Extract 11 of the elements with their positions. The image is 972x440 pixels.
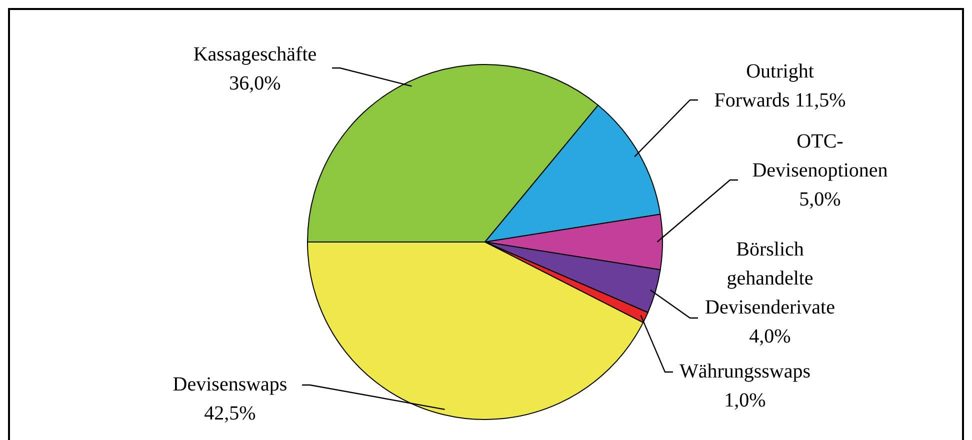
slice-label: Outright Forwards 11,5% xyxy=(714,60,846,112)
data-label: 1,0% xyxy=(724,389,766,412)
slice-label: Währungsswaps xyxy=(679,360,811,382)
data-label: 36,0% xyxy=(229,72,281,94)
data-label: 4,0% xyxy=(749,325,791,348)
slice-label: OTC-Devisenoptionen xyxy=(752,130,888,182)
slice-label: Devisenswaps xyxy=(172,373,288,396)
data-label: 42,5% xyxy=(204,402,256,424)
data-label: 5,0% xyxy=(799,188,841,210)
slice-label: Kassageschäfte xyxy=(193,43,317,66)
slice-label: Börslich gehandelte Devisenderivate xyxy=(705,238,836,318)
